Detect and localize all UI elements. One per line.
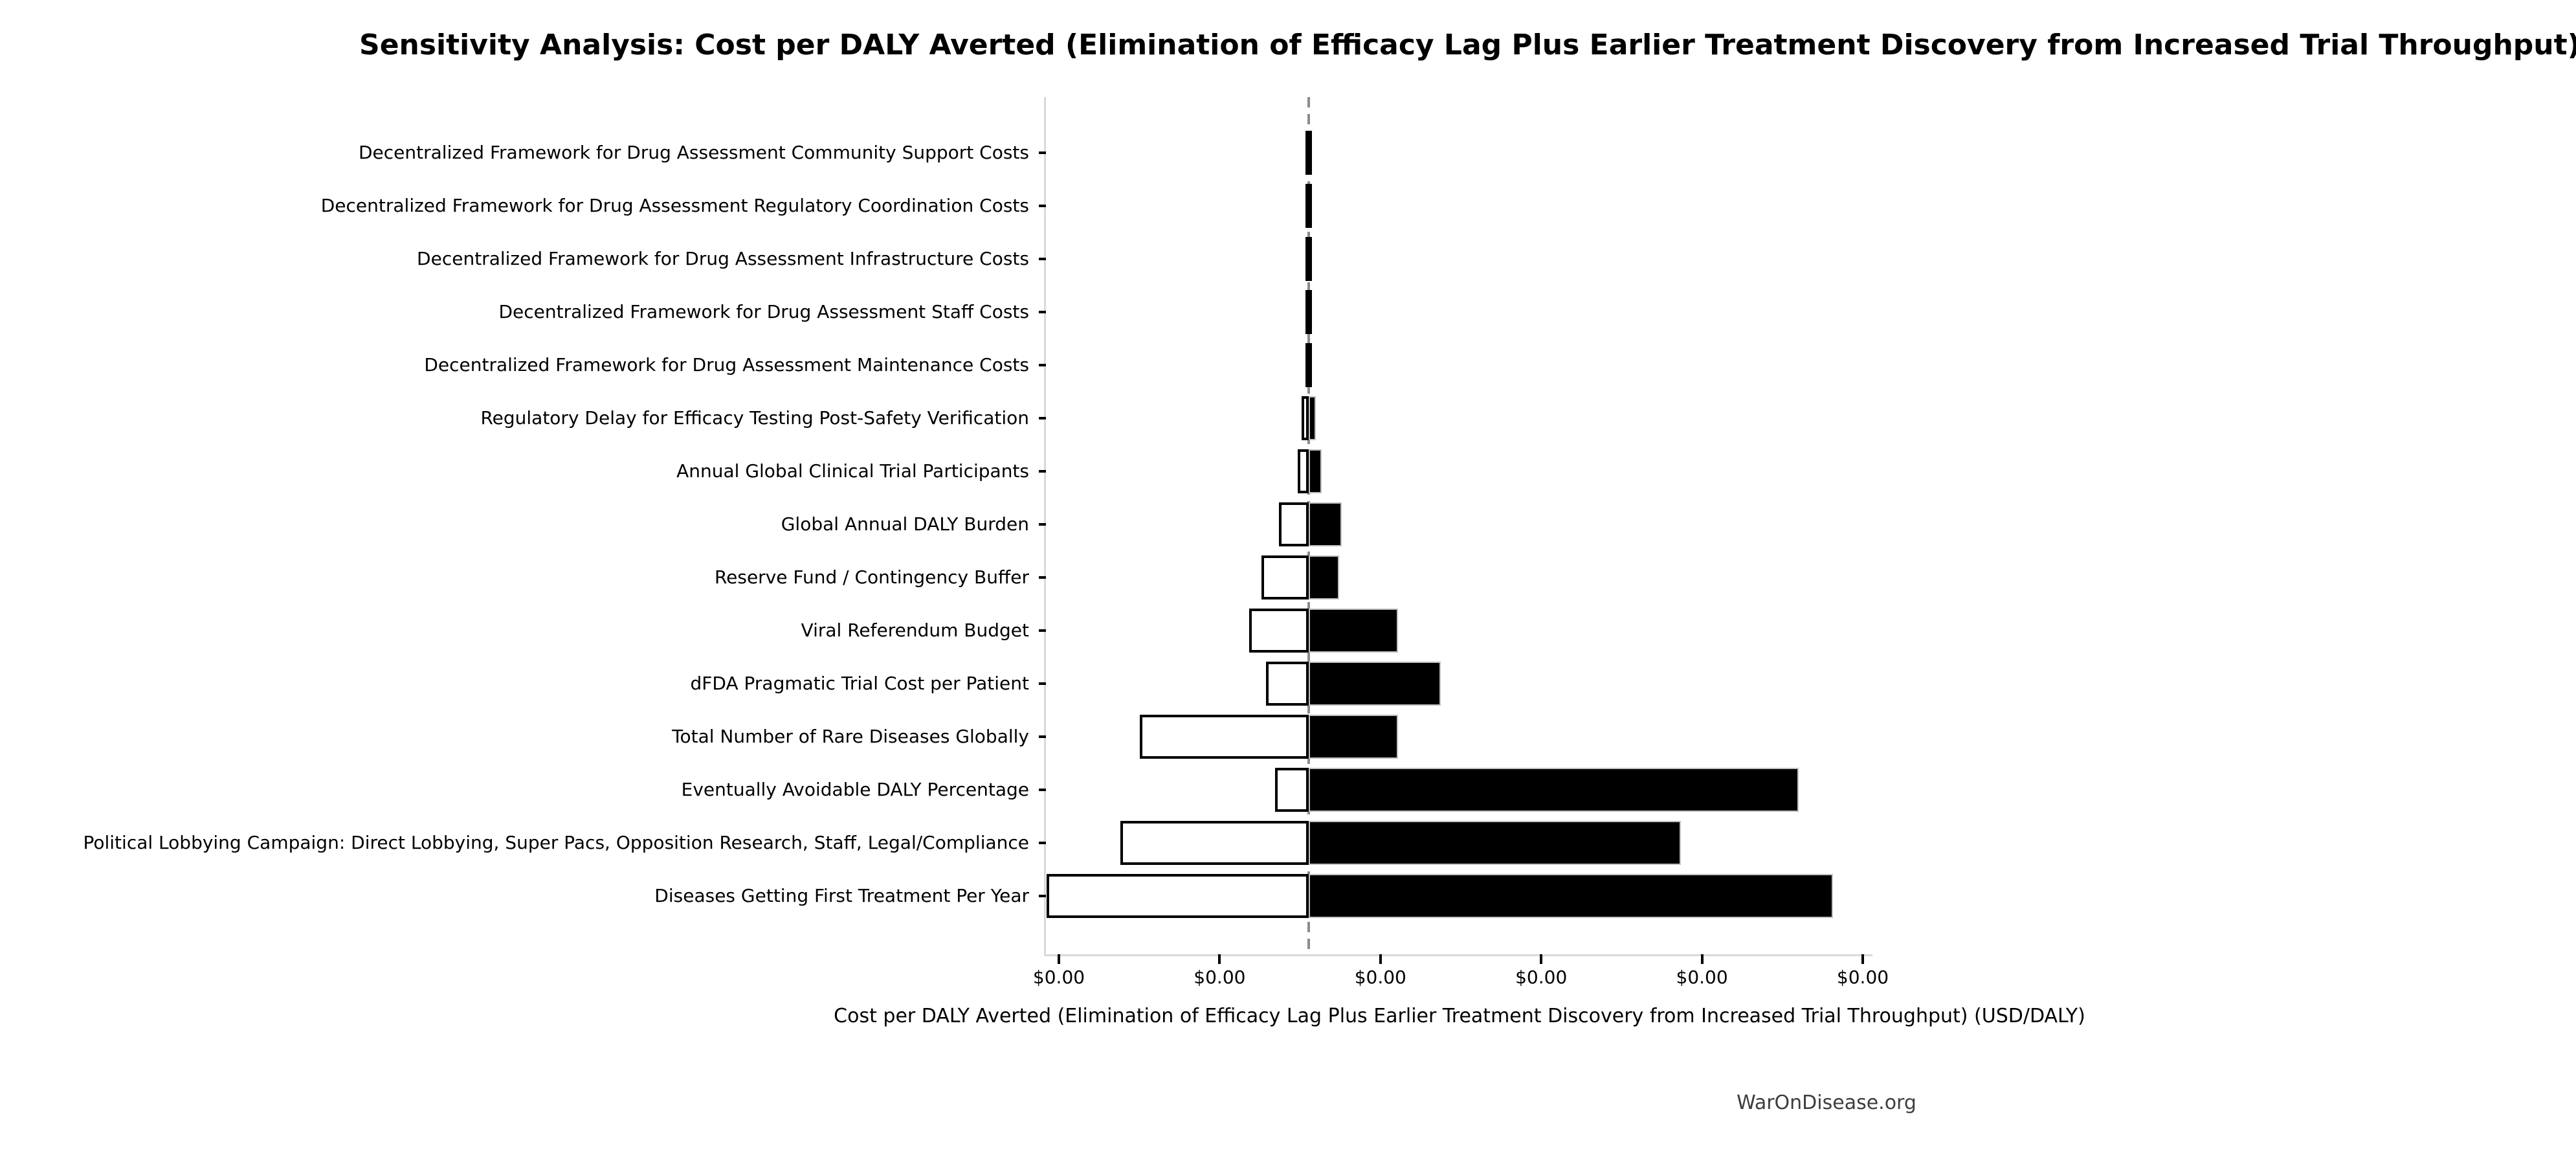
x-tick-label: $0.00: [1836, 967, 1889, 988]
x-tick-mark: [1861, 954, 1864, 964]
bar-low-side: [1302, 396, 1309, 440]
bar-high-side: [1309, 502, 1342, 546]
bar-low-side: [1139, 715, 1309, 759]
plot-area: Decentralized Framework for Drug Assessm…: [83, 97, 1889, 987]
bar-high-side: [1309, 662, 1441, 706]
y-tick-mark: [1039, 789, 1046, 791]
y-axis-label: Global Annual DALY Burden: [781, 513, 1029, 535]
y-axis-label: Eventually Avoidable DALY Percentage: [681, 779, 1029, 800]
y-axis-label: Decentralized Framework for Drug Assessm…: [424, 354, 1029, 375]
x-tick-label: $0.00: [1676, 967, 1728, 988]
x-tick-mark: [1700, 954, 1704, 964]
y-axis-label: Diseases Getting First Treatment Per Yea…: [654, 885, 1029, 906]
bar-low-side: [1120, 821, 1309, 865]
y-tick-mark: [1039, 364, 1046, 366]
footer-watermark: WarOnDisease.org: [1737, 1091, 1916, 1114]
x-tick-mark: [1540, 954, 1543, 964]
bar-range-tiny: [1305, 184, 1313, 228]
y-tick-mark: [1039, 842, 1046, 844]
y-tick-mark: [1039, 735, 1046, 738]
bar-low-side: [1279, 502, 1309, 546]
bar-low-side: [1265, 662, 1309, 706]
y-tick-mark: [1039, 417, 1046, 420]
bar-low-side: [1261, 555, 1309, 599]
bar-low-side: [1047, 874, 1309, 918]
y-axis-label: Annual Global Clinical Trial Participant…: [676, 460, 1029, 482]
bar-high-side: [1309, 874, 1834, 918]
y-axis-label: Total Number of Rare Diseases Globally: [672, 726, 1029, 747]
y-tick-mark: [1039, 258, 1046, 260]
y-axis-label: Decentralized Framework for Drug Assessm…: [498, 301, 1029, 322]
bar-low-side: [1298, 449, 1309, 493]
x-tick-mark: [1218, 954, 1221, 964]
bar-high-side: [1309, 715, 1399, 759]
bar-high-side: [1309, 768, 1799, 812]
y-axis-label: Decentralized Framework for Drug Assessm…: [320, 195, 1029, 216]
x-tick-label: $0.00: [1032, 967, 1085, 988]
bar-range-tiny: [1305, 237, 1313, 281]
bar-range-tiny: [1305, 131, 1313, 175]
y-axis-label: Decentralized Framework for Drug Assessm…: [417, 248, 1029, 269]
x-tick-mark: [1379, 954, 1382, 964]
bar-high-side: [1309, 821, 1682, 865]
bar-high-side: [1309, 396, 1316, 440]
bar-range-tiny: [1305, 290, 1313, 334]
y-axis-label: Reserve Fund / Contingency Buffer: [714, 566, 1029, 588]
y-axis-label: dFDA Pragmatic Trial Cost per Patient: [690, 673, 1030, 694]
bar-low-side: [1249, 609, 1309, 653]
bar-high-side: [1309, 555, 1339, 599]
y-tick-mark: [1039, 205, 1046, 207]
y-axis-label: Political Lobbying Campaign: Direct Lobb…: [83, 832, 1029, 853]
x-tick-mark: [1058, 954, 1060, 964]
chart-title: Sensitivity Analysis: Cost per DALY Aver…: [359, 28, 2576, 62]
bar-high-side: [1309, 609, 1399, 653]
x-tick-label: $0.00: [1354, 967, 1406, 988]
y-axis-label: Viral Referendum Budget: [801, 620, 1029, 641]
y-tick-mark: [1039, 470, 1046, 473]
bar-range-tiny: [1305, 343, 1313, 387]
y-tick-mark: [1039, 523, 1046, 526]
y-tick-mark: [1039, 895, 1046, 897]
x-tick-label: $0.00: [1515, 967, 1568, 988]
y-tick-mark: [1039, 682, 1046, 685]
y-tick-mark: [1039, 151, 1046, 154]
x-axis-label: Cost per DALY Averted (Elimination of Ef…: [834, 1005, 2085, 1027]
y-tick-mark: [1039, 311, 1046, 313]
y-tick-mark: [1039, 629, 1046, 632]
bar-low-side: [1275, 768, 1309, 812]
x-tick-label: $0.00: [1194, 967, 1246, 988]
bar-high-side: [1309, 449, 1322, 493]
y-axis-label: Decentralized Framework for Drug Assessm…: [359, 142, 1029, 163]
y-tick-mark: [1039, 576, 1046, 579]
y-axis-label: Regulatory Delay for Efficacy Testing Po…: [480, 407, 1029, 429]
